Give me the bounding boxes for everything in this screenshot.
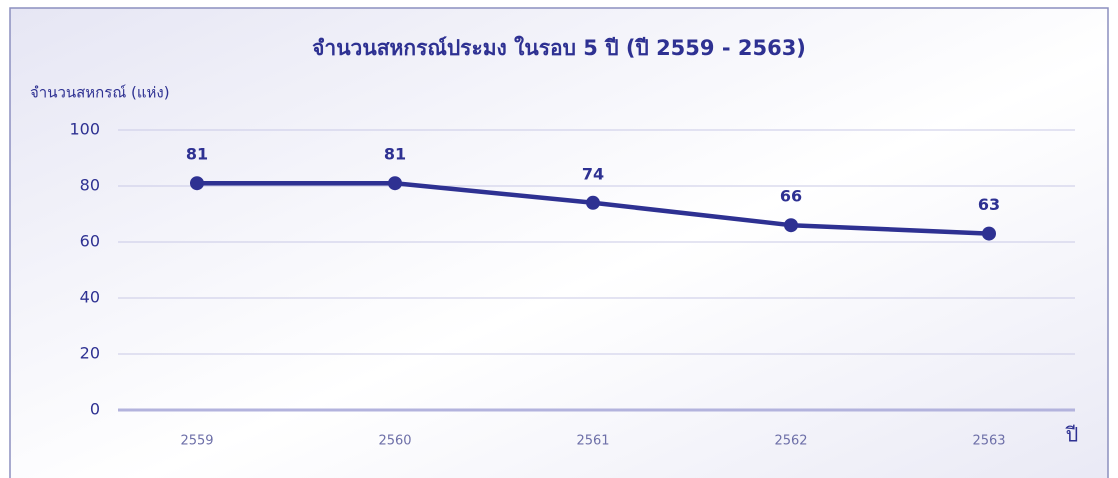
x-tick-label: 2562 [774,434,807,449]
x-tick-label: 2563 [972,434,1005,449]
data-label: 74 [582,164,604,183]
y-tick-label: 20 [80,344,100,363]
data-point [586,195,600,210]
chart-frame [9,7,1109,478]
y-tick-label: 40 [80,288,100,307]
data-label: 81 [384,145,406,164]
x-tick-label: 2559 [180,434,213,449]
x-tick-label: 2561 [576,434,609,449]
data-point [388,176,402,191]
y-axis-label: จำนวนสหกรณ์ (แห่ง) [30,84,170,102]
x-tick-label: 2560 [378,434,411,449]
x-axis-label: ปี [1065,423,1078,447]
y-tick-label: 60 [80,232,100,251]
y-tick-label: 0 [90,400,100,419]
data-point [190,176,204,191]
chart-title: จำนวนสหกรณ์ประมง ในรอบ 5 ปี (ปี 2559 - 2… [312,35,806,60]
y-tick-label: 100 [69,120,100,139]
data-label: 63 [978,195,1000,214]
data-label: 66 [780,187,802,206]
data-label: 81 [186,145,208,164]
data-point [784,218,798,233]
data-point [982,226,996,241]
y-tick-label: 80 [80,176,100,195]
